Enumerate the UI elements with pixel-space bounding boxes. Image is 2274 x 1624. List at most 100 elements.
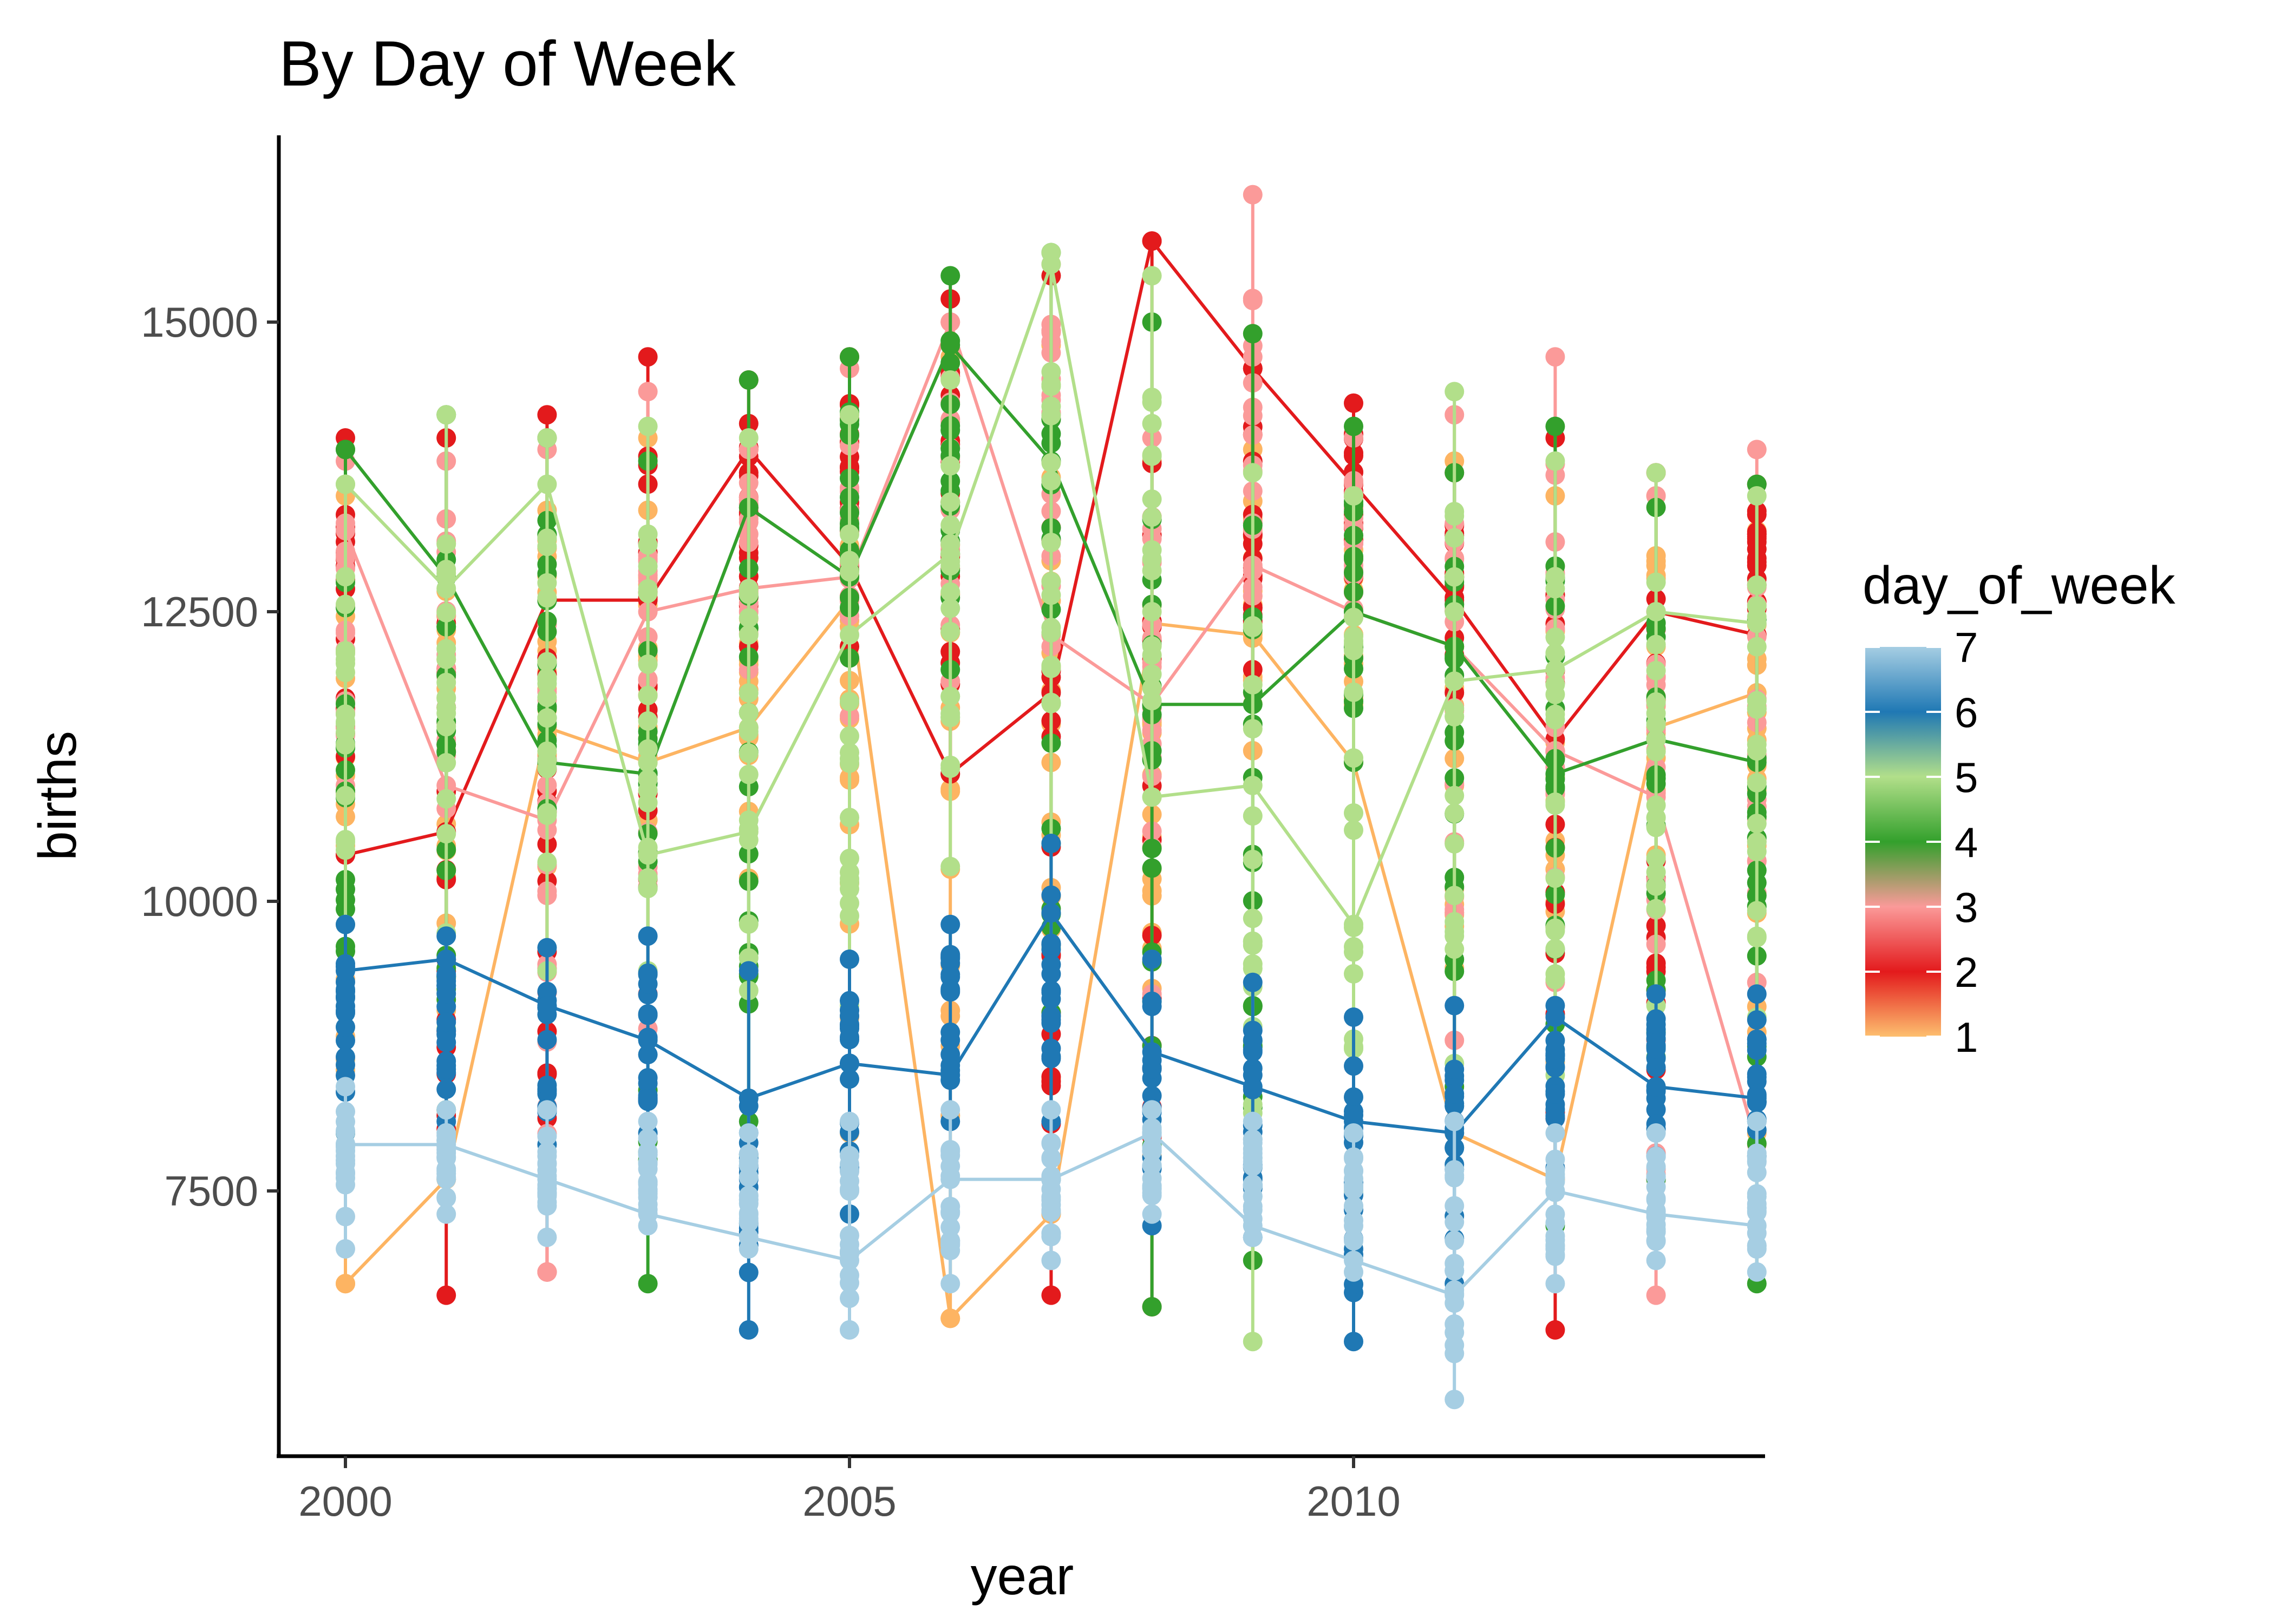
data-point: [739, 1262, 759, 1282]
data-point: [638, 1144, 658, 1164]
data-point: [1142, 414, 1162, 434]
data-point-max: [436, 405, 456, 425]
data-point: [940, 1202, 960, 1222]
data-point: [1243, 1042, 1263, 1062]
data-point: [940, 965, 960, 985]
data-point: [1243, 719, 1263, 739]
data-point-max: [1646, 984, 1666, 1004]
y-tick-label: 12500: [141, 588, 258, 636]
data-point: [940, 708, 960, 728]
data-point: [1445, 1260, 1465, 1280]
y-tick-label: 10000: [141, 878, 258, 925]
data-point: [1646, 660, 1666, 680]
data-point: [1041, 405, 1061, 425]
data-point-line: [1545, 660, 1565, 679]
data-point-line: [1243, 776, 1263, 795]
data-point-line: [436, 1135, 456, 1155]
data-point: [1646, 1014, 1666, 1034]
data-point: [336, 1031, 355, 1051]
data-point-max: [1545, 347, 1565, 367]
y-axis-title: births: [28, 731, 87, 861]
data-point: [1646, 817, 1666, 837]
data-point: [1344, 1169, 1363, 1189]
data-point-max: [739, 1123, 759, 1143]
data-point: [638, 711, 658, 731]
data-point: [638, 868, 658, 888]
data-point-max: [1243, 185, 1263, 205]
data-point: [840, 1069, 859, 1089]
data-point-max: [739, 428, 759, 448]
data-point: [1445, 1230, 1465, 1250]
data-point: [1545, 567, 1565, 587]
data-point: [1142, 445, 1162, 465]
data-point-line: [436, 949, 456, 969]
data-point-max: [537, 428, 557, 448]
data-point: [840, 692, 859, 712]
data-point: [1243, 1174, 1263, 1194]
data-point: [840, 808, 859, 828]
data-point: [1041, 618, 1061, 638]
data-point-min: [1344, 1332, 1363, 1352]
data-point-max: [940, 266, 960, 286]
data-point: [1142, 602, 1162, 622]
data-point: [1445, 528, 1465, 548]
data-point-max: [1445, 382, 1465, 402]
x-tick-label: 2000: [298, 1477, 393, 1525]
data-point-line: [1646, 1204, 1666, 1224]
data-point: [1545, 1167, 1565, 1187]
data-point-line: [336, 1135, 355, 1155]
data-point-min: [739, 1320, 759, 1340]
data-point: [537, 573, 557, 593]
data-point: [1445, 785, 1465, 806]
data-point: [1243, 1156, 1263, 1176]
data-point-max: [1344, 1123, 1363, 1143]
data-point-line: [537, 1169, 557, 1189]
data-point: [1041, 954, 1061, 974]
data-point-min: [436, 1285, 456, 1305]
data-point: [1142, 561, 1162, 581]
data-point: [436, 1012, 456, 1032]
data-point: [638, 1045, 658, 1065]
data-point: [436, 689, 456, 709]
data-point-min: [940, 856, 960, 876]
data-point-max: [436, 1100, 456, 1120]
data-point: [940, 456, 960, 476]
data-point-max: [1041, 834, 1061, 853]
data-point-max: [537, 1100, 557, 1120]
data-point: [940, 515, 960, 535]
data-point: [1445, 886, 1465, 906]
data-point: [1747, 901, 1767, 921]
data-point: [1646, 572, 1666, 592]
data-point: [336, 981, 355, 1001]
data-point: [739, 1186, 759, 1206]
data-point: [336, 643, 355, 663]
data-point: [1445, 1212, 1465, 1232]
data-point: [1646, 899, 1666, 919]
data-point-line: [1344, 914, 1363, 934]
data-point: [1445, 803, 1465, 823]
data-point: [1545, 868, 1565, 888]
data-point-max: [1747, 984, 1767, 1004]
data-point: [940, 1044, 960, 1064]
data-point: [1545, 1149, 1565, 1169]
legend: day_of_week 7 6 5 4 3 2 1: [1863, 555, 2176, 1061]
data-point-max: [1243, 463, 1263, 483]
data-point: [1041, 1006, 1061, 1026]
data-point-line: [1243, 1077, 1263, 1097]
data-point: [436, 717, 456, 737]
data-point: [638, 752, 658, 772]
data-point: [1747, 637, 1767, 657]
data-point: [638, 1180, 658, 1200]
series-day-7: [336, 1077, 1767, 1410]
data-point: [1041, 935, 1061, 955]
data-point-max: [1243, 324, 1263, 344]
data-point-min: [1243, 1332, 1263, 1352]
data-point-max: [840, 347, 859, 367]
data-point: [1344, 1056, 1363, 1076]
data-point: [1142, 636, 1162, 656]
data-point: [436, 752, 456, 772]
data-point-line: [537, 474, 557, 494]
data-point: [537, 1030, 557, 1050]
data-point-line: [436, 579, 456, 599]
data-point-max: [1243, 972, 1263, 992]
